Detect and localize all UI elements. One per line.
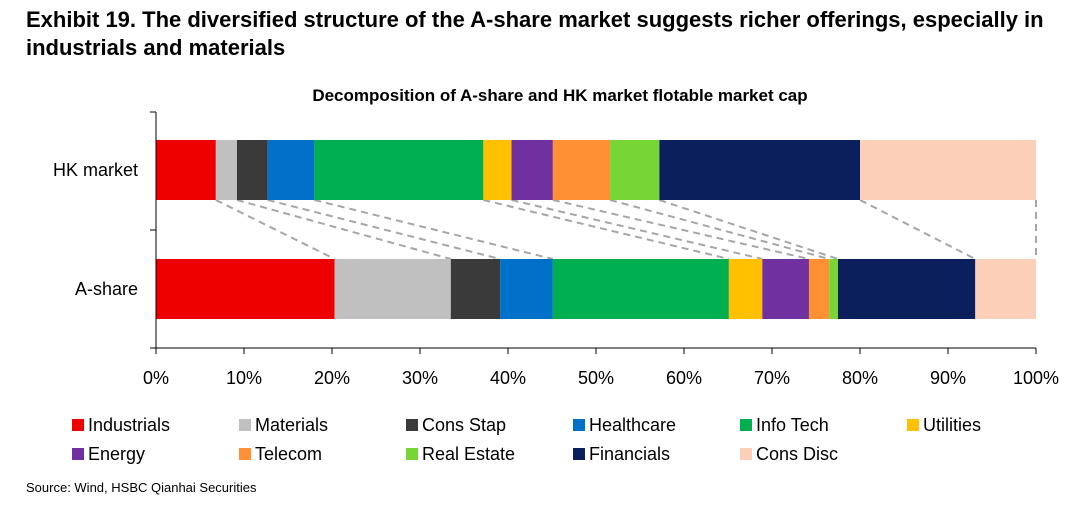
legend-swatch-real-estate (406, 448, 418, 460)
legend-label-financials: Financials (589, 444, 670, 464)
x-tick-label: 100% (1013, 368, 1059, 388)
connector-line (314, 199, 554, 260)
bar-a-share-energy (762, 259, 809, 319)
legend-label-healthcare: Healthcare (589, 415, 676, 435)
category-label-a-share: A-share (75, 279, 138, 299)
bar-a-share-materials (334, 259, 451, 319)
legend-label-industrials: Industrials (88, 415, 170, 435)
bar-hk-market-info-tech (314, 140, 484, 200)
bar-hk-market-real-estate (610, 140, 660, 200)
bar-a-share-financials (838, 259, 976, 319)
bar-a-share-info-tech (552, 259, 729, 319)
legend-label-utilities: Utilities (923, 415, 981, 435)
connector-line (267, 199, 501, 260)
connector-line (609, 199, 830, 260)
bar-hk-market-financials (659, 140, 860, 200)
bar-a-share-cons-stap (450, 259, 501, 319)
bar-hk-market-materials (215, 140, 237, 200)
legend-swatch-healthcare (573, 419, 585, 431)
connector-line (859, 199, 976, 260)
source-note: Source: Wind, HSBC Qianhai Securities (26, 480, 257, 495)
connector-line (552, 199, 810, 260)
x-tick-label: 20% (314, 368, 350, 388)
bar-a-share-cons-disc (975, 259, 1036, 319)
connector-line (659, 199, 839, 260)
bars-group (156, 140, 1036, 319)
legend-swatch-telecom (239, 448, 251, 460)
legend-label-telecom: Telecom (255, 444, 322, 464)
x-tick-label: 0% (143, 368, 169, 388)
bar-a-share-healthcare (500, 259, 553, 319)
x-tick-label: 70% (754, 368, 790, 388)
bar-hk-market-energy (511, 140, 553, 200)
legend-swatch-cons-stap (406, 419, 418, 431)
x-tick-label: 10% (226, 368, 262, 388)
connector-line (215, 199, 336, 260)
legend-swatch-utilities (907, 419, 919, 431)
bar-a-share-utilities (728, 259, 763, 319)
legend-label-materials: Materials (255, 415, 328, 435)
x-tick-label: 60% (666, 368, 702, 388)
x-tick-label: 80% (842, 368, 878, 388)
connector-lines (215, 199, 1037, 260)
legend-swatch-industrials (72, 419, 84, 431)
bar-a-share-industrials (156, 259, 335, 319)
bar-a-share-real-estate (829, 259, 838, 319)
legend-label-cons-stap: Cons Stap (422, 415, 506, 435)
bar-hk-market-utilities (483, 140, 512, 200)
x-tick-label: 40% (490, 368, 526, 388)
x-tick-label: 50% (578, 368, 614, 388)
bar-hk-market-cons-disc (860, 140, 1036, 200)
category-label-hk-market: HK market (53, 160, 138, 180)
chart-title: Decomposition of A-share and HK market f… (312, 86, 807, 105)
legend-label-energy: Energy (88, 444, 145, 464)
legend-swatch-energy (72, 448, 84, 460)
x-tick-label: 90% (930, 368, 966, 388)
bar-a-share-telecom (808, 259, 830, 319)
exhibit-title: Exhibit 19. The diversified structure of… (26, 7, 1044, 60)
legend: Industrials Materials Cons Stap Healthcare I… (72, 415, 981, 464)
legend-label-cons-disc: Cons Disc (756, 444, 838, 464)
connector-line (483, 199, 730, 260)
legend-swatch-info-tech (740, 419, 752, 431)
axes-group: 0% 10% 20% 30% 40% 50% 60% 70% 80% 90% 100% HK mark… (53, 111, 1059, 388)
bar-hk-market-healthcare (267, 140, 315, 200)
x-tick-label: 30% (402, 368, 438, 388)
bar-hk-market-telecom (552, 140, 611, 200)
bar-hk-market-cons-stap (236, 140, 268, 200)
legend-label-info-tech: Info Tech (756, 415, 829, 435)
legend-swatch-materials (239, 419, 251, 431)
bar-hk-market-industrials (156, 140, 216, 200)
legend-swatch-cons-disc (740, 448, 752, 460)
connector-line (511, 199, 763, 260)
legend-label-real-estate: Real Estate (422, 444, 515, 464)
connector-line (236, 199, 452, 260)
legend-swatch-financials (573, 448, 585, 460)
